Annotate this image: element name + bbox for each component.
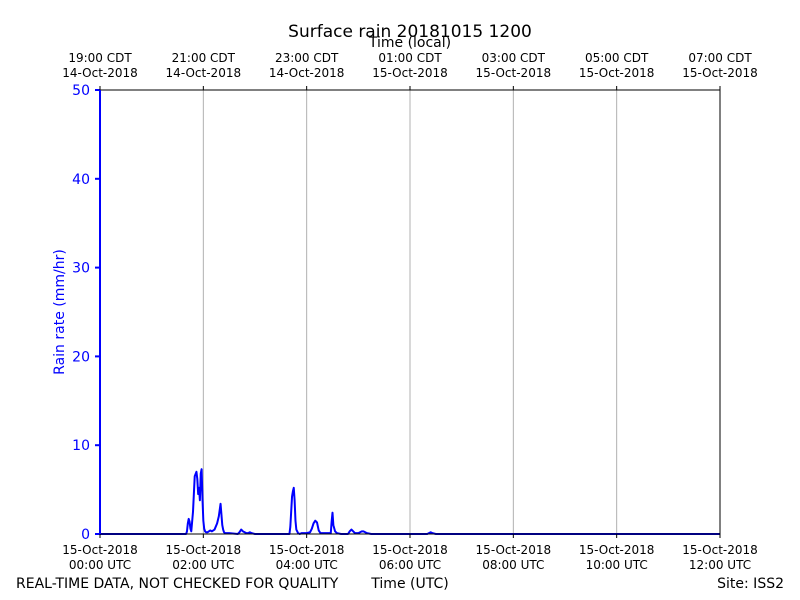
x-tick-label: 10:00 UTC <box>586 558 648 572</box>
x-tick-label: 04:00 UTC <box>276 558 338 572</box>
top-axis-label: Time (local) <box>368 35 451 51</box>
x-tick-label: 15-Oct-2018 <box>682 543 758 557</box>
y-tick-label: 0 <box>81 527 90 543</box>
x-tick-label: 08:00 UTC <box>482 558 544 572</box>
top-tick-label: 15-Oct-2018 <box>372 66 448 80</box>
x-tick-label: 15-Oct-2018 <box>579 543 655 557</box>
x-tick-label: 00:00 UTC <box>69 558 131 572</box>
y-tick-label: 50 <box>72 83 90 99</box>
top-tick-label: 14-Oct-2018 <box>269 66 345 80</box>
x-tick-label: 12:00 UTC <box>689 558 751 572</box>
x-tick-label: 15-Oct-2018 <box>269 543 345 557</box>
top-tick-label: 15-Oct-2018 <box>579 66 655 80</box>
top-tick-label: 07:00 CDT <box>688 51 752 65</box>
x-tick-label: 15-Oct-2018 <box>166 543 242 557</box>
vertical-grid <box>202 90 618 534</box>
y-axis-label: Rain rate (mm/hr) <box>52 249 68 375</box>
top-tick-label: 05:00 CDT <box>585 51 649 65</box>
x-tick-label: 15-Oct-2018 <box>62 543 138 557</box>
top-tick-label: 01:00 CDT <box>378 51 442 65</box>
x-tick-label: 02:00 UTC <box>172 558 234 572</box>
footer-site-label: Site: ISS2 <box>717 576 784 592</box>
x-tick-label: 15-Oct-2018 <box>476 543 552 557</box>
top-tick-label: 03:00 CDT <box>482 51 546 65</box>
y-tick-label: 30 <box>72 261 90 277</box>
footer-quality-note: REAL-TIME DATA, NOT CHECKED FOR QUALITY <box>16 576 339 592</box>
x-tick-label: 15-Oct-2018 <box>372 543 448 557</box>
y-tick-label: 40 <box>72 172 90 188</box>
top-tick-label: 23:00 CDT <box>275 51 339 65</box>
top-tick-label: 14-Oct-2018 <box>62 66 138 80</box>
y-tick-label: 10 <box>72 438 90 454</box>
x-tick-label: 06:00 UTC <box>379 558 441 572</box>
chart-title: Surface rain 20181015 1200 <box>288 22 532 42</box>
top-tick-label: 21:00 CDT <box>172 51 236 65</box>
y-axis-ticks: 0 10 20 30 40 50 <box>72 83 100 543</box>
footer-x-axis-label: Time (UTC) <box>370 576 448 592</box>
y-tick-label: 20 <box>72 349 90 365</box>
top-tick-label: 15-Oct-2018 <box>476 66 552 80</box>
top-tick-label: 14-Oct-2018 <box>166 66 242 80</box>
top-tick-label: 19:00 CDT <box>68 51 132 65</box>
top-tick-label: 15-Oct-2018 <box>682 66 758 80</box>
